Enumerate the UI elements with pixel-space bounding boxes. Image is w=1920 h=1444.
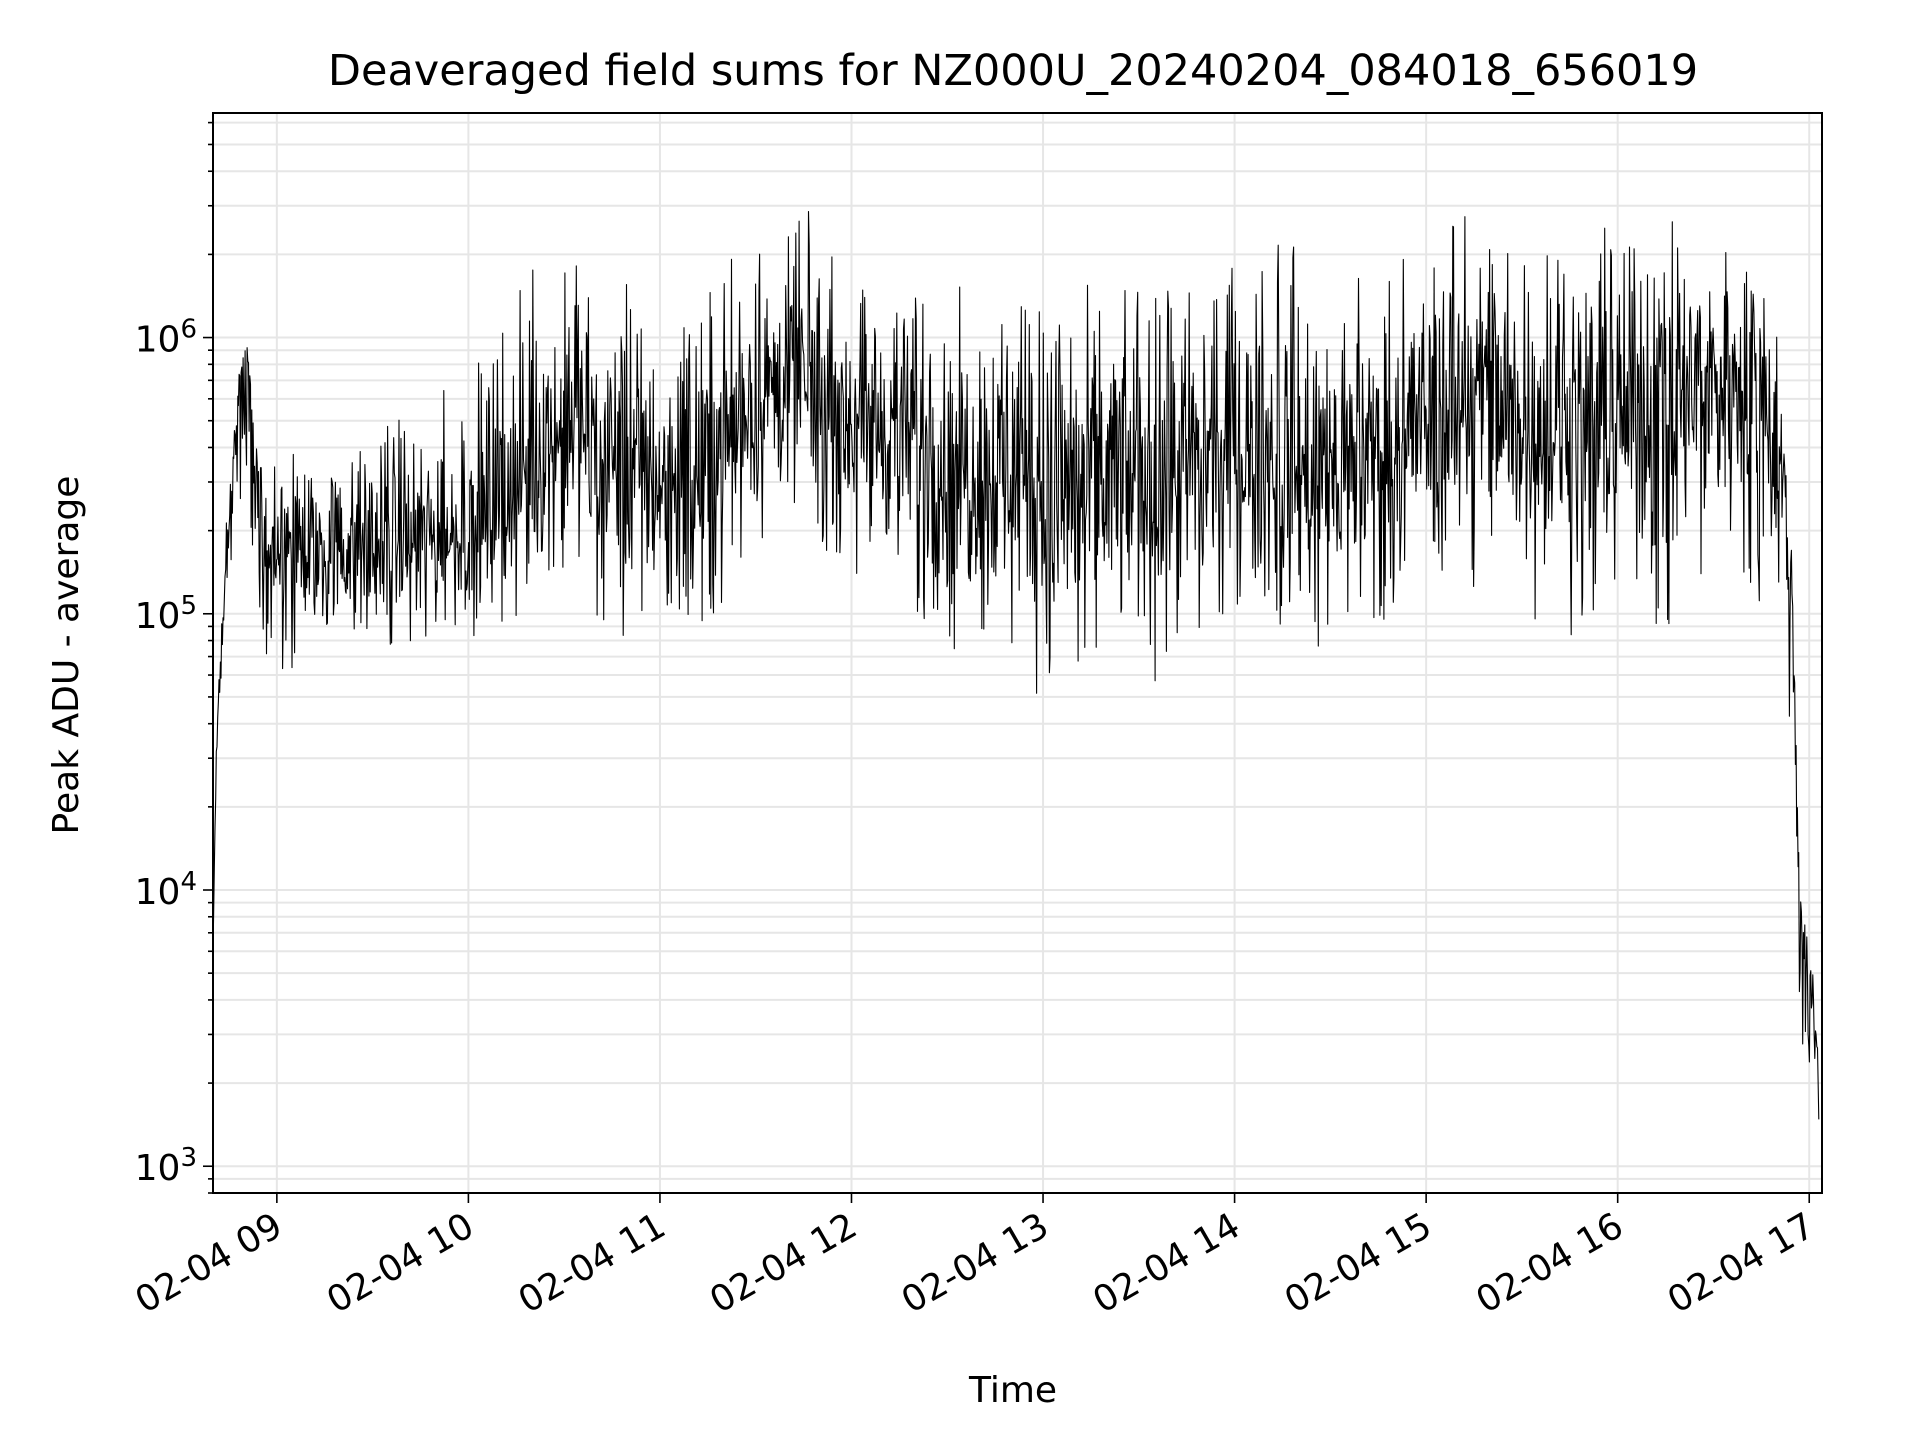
y-tick-label: 105 [135, 591, 197, 637]
y-tick-base: 10 [135, 872, 181, 913]
y-tick-base: 10 [135, 596, 181, 637]
chart-title: Deaveraged field sums for NZ000U_2024020… [328, 46, 1698, 96]
x-axis-label: Time [968, 1370, 1057, 1411]
series-line [212, 210, 1820, 1120]
y-tick-base: 10 [135, 1148, 181, 1189]
y-tick-label: 103 [135, 1143, 197, 1189]
y-tick-label: 104 [135, 867, 197, 913]
y-tick-exponent: 6 [180, 315, 197, 345]
y-tick-label: 106 [135, 315, 197, 361]
series-layer [212, 210, 1820, 1120]
y-tick-base: 10 [135, 320, 181, 361]
y-axis-label: Peak ADU - average [46, 476, 87, 835]
plot-frame [212, 112, 1823, 1194]
y-tick-exponent: 5 [180, 591, 197, 621]
y-tick-exponent: 4 [180, 867, 197, 897]
y-tick-exponent: 3 [180, 1143, 197, 1173]
